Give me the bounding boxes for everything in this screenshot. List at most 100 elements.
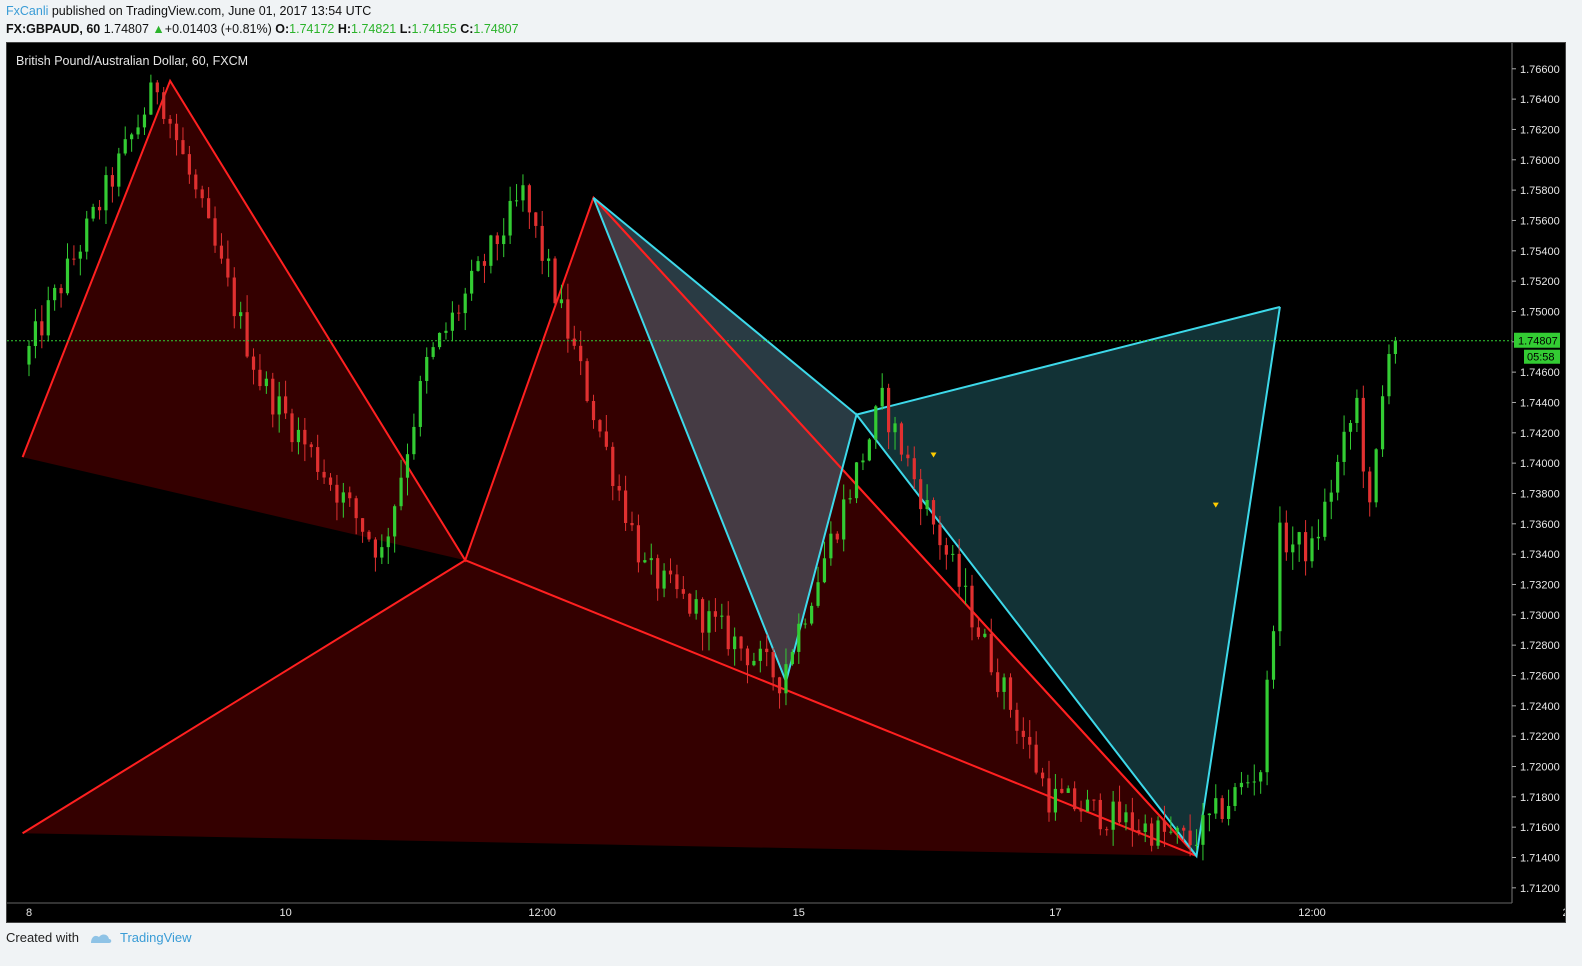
ohlc-line: FX:GBPAUD, 60 1.74807 ▲+0.01403 (+0.81%)…	[6, 22, 519, 36]
countdown-label: 05:58	[1527, 352, 1555, 364]
low-value: 1.74155	[411, 22, 457, 36]
candle-body	[59, 287, 63, 294]
candle-body	[1227, 805, 1231, 819]
candle-body	[444, 330, 448, 333]
candle-body	[174, 123, 179, 141]
candle-body	[1310, 538, 1314, 562]
candle-body	[951, 553, 955, 555]
candle-body	[803, 623, 807, 625]
candle-body	[1008, 677, 1013, 710]
tradingview-link[interactable]: TradingView	[120, 930, 192, 945]
candle-body	[213, 218, 217, 246]
candle-body	[85, 218, 89, 252]
candle-body	[1336, 461, 1340, 493]
candle-body	[1066, 788, 1070, 793]
candle-body	[405, 454, 410, 478]
candle-body	[91, 206, 95, 219]
price-tick-label: 1.76400	[1520, 94, 1560, 106]
candle-body	[232, 277, 236, 317]
candle-body	[1015, 709, 1019, 731]
candle-body	[354, 498, 358, 519]
close-label: C:	[460, 22, 474, 36]
candle-body	[495, 235, 499, 245]
candle-body	[643, 560, 647, 563]
time-axis-bg	[7, 903, 1565, 922]
candle-body	[1355, 397, 1359, 423]
price-tick-label: 1.72200	[1520, 731, 1560, 743]
candle-body	[1079, 809, 1083, 812]
candle-body	[1239, 782, 1244, 788]
candle-body	[457, 312, 461, 314]
candle-body	[1348, 422, 1353, 432]
candle-body	[271, 378, 275, 415]
candle-body	[784, 664, 788, 694]
candle-body	[880, 387, 884, 407]
candle-body	[296, 429, 301, 443]
candle-body	[1150, 823, 1154, 846]
candle-body	[117, 153, 121, 187]
candle-body	[1002, 677, 1006, 692]
price-tick-label: 1.72800	[1520, 640, 1560, 652]
last-price-badge	[1514, 332, 1560, 348]
last-price-label: 1.74807	[1518, 336, 1558, 348]
chart-area[interactable]: 1.71200 1.71400 1.71600 1.71800 1.72000 1.722…	[6, 42, 1566, 923]
candle-body	[393, 506, 397, 537]
candle-body	[899, 423, 904, 455]
price-axis: 1.71200 1.71400 1.71600 1.71800 1.72000 1.722…	[7, 43, 1565, 922]
candle-body	[842, 499, 846, 540]
candle-body	[258, 369, 262, 387]
candle-body	[360, 518, 365, 532]
time-tick-label: 22	[1562, 907, 1565, 919]
candle-body	[181, 140, 185, 155]
candle-body	[142, 114, 147, 128]
candle-body	[348, 492, 352, 499]
candle-body	[104, 175, 108, 211]
price-tick-label: 1.73800	[1520, 488, 1560, 500]
candle-body	[893, 423, 897, 433]
candle-body	[925, 500, 929, 510]
candle-body	[264, 378, 268, 387]
candle-body	[765, 648, 769, 653]
price-tick-label: 1.75400	[1520, 246, 1560, 258]
candle-body	[957, 553, 961, 587]
price-tick-label: 1.72000	[1520, 761, 1560, 773]
candle-body	[996, 672, 1000, 692]
candle-body	[53, 287, 57, 301]
candle-body	[527, 185, 531, 213]
candles	[27, 74, 1397, 861]
candle-body	[559, 299, 564, 304]
candle-body	[1169, 831, 1173, 833]
candle-body	[720, 615, 724, 617]
candle-body	[1028, 736, 1032, 745]
high-value: 1.74821	[351, 22, 397, 36]
candle-body	[290, 413, 294, 443]
candle-body	[1303, 532, 1308, 562]
up-arrow-icon: ▲	[152, 22, 165, 36]
candle-body	[534, 212, 538, 226]
candle-body	[1053, 788, 1057, 813]
candle-body	[726, 615, 730, 650]
candle-body	[630, 523, 634, 526]
candle-body	[207, 198, 211, 219]
chart-header: FxCanli published on TradingView.com, Ju…	[0, 0, 1582, 42]
price-tick-label: 1.75600	[1520, 215, 1560, 227]
red-pattern-fill-bd	[22, 560, 1197, 856]
open-value: 1.74172	[289, 22, 335, 36]
price-tick-label: 1.71400	[1520, 852, 1560, 864]
candle-body	[1342, 431, 1346, 462]
price-tick-label: 1.74000	[1520, 458, 1560, 470]
candle-body	[963, 585, 968, 587]
candle-body	[284, 396, 288, 414]
candle-body	[1143, 823, 1147, 833]
candle-body	[1137, 830, 1141, 833]
candle-body	[251, 356, 256, 370]
candle-body	[777, 677, 782, 694]
candle-body	[341, 492, 345, 503]
author-link[interactable]: FxCanli	[6, 4, 49, 18]
candle-body	[675, 574, 679, 590]
candle-body	[919, 479, 923, 510]
candle-body	[1393, 340, 1397, 355]
candle-body	[983, 633, 987, 637]
candle-body	[1259, 772, 1263, 782]
candlestick-chart[interactable]: 1.71200 1.71400 1.71600 1.71800 1.72000 1.722…	[7, 43, 1565, 922]
